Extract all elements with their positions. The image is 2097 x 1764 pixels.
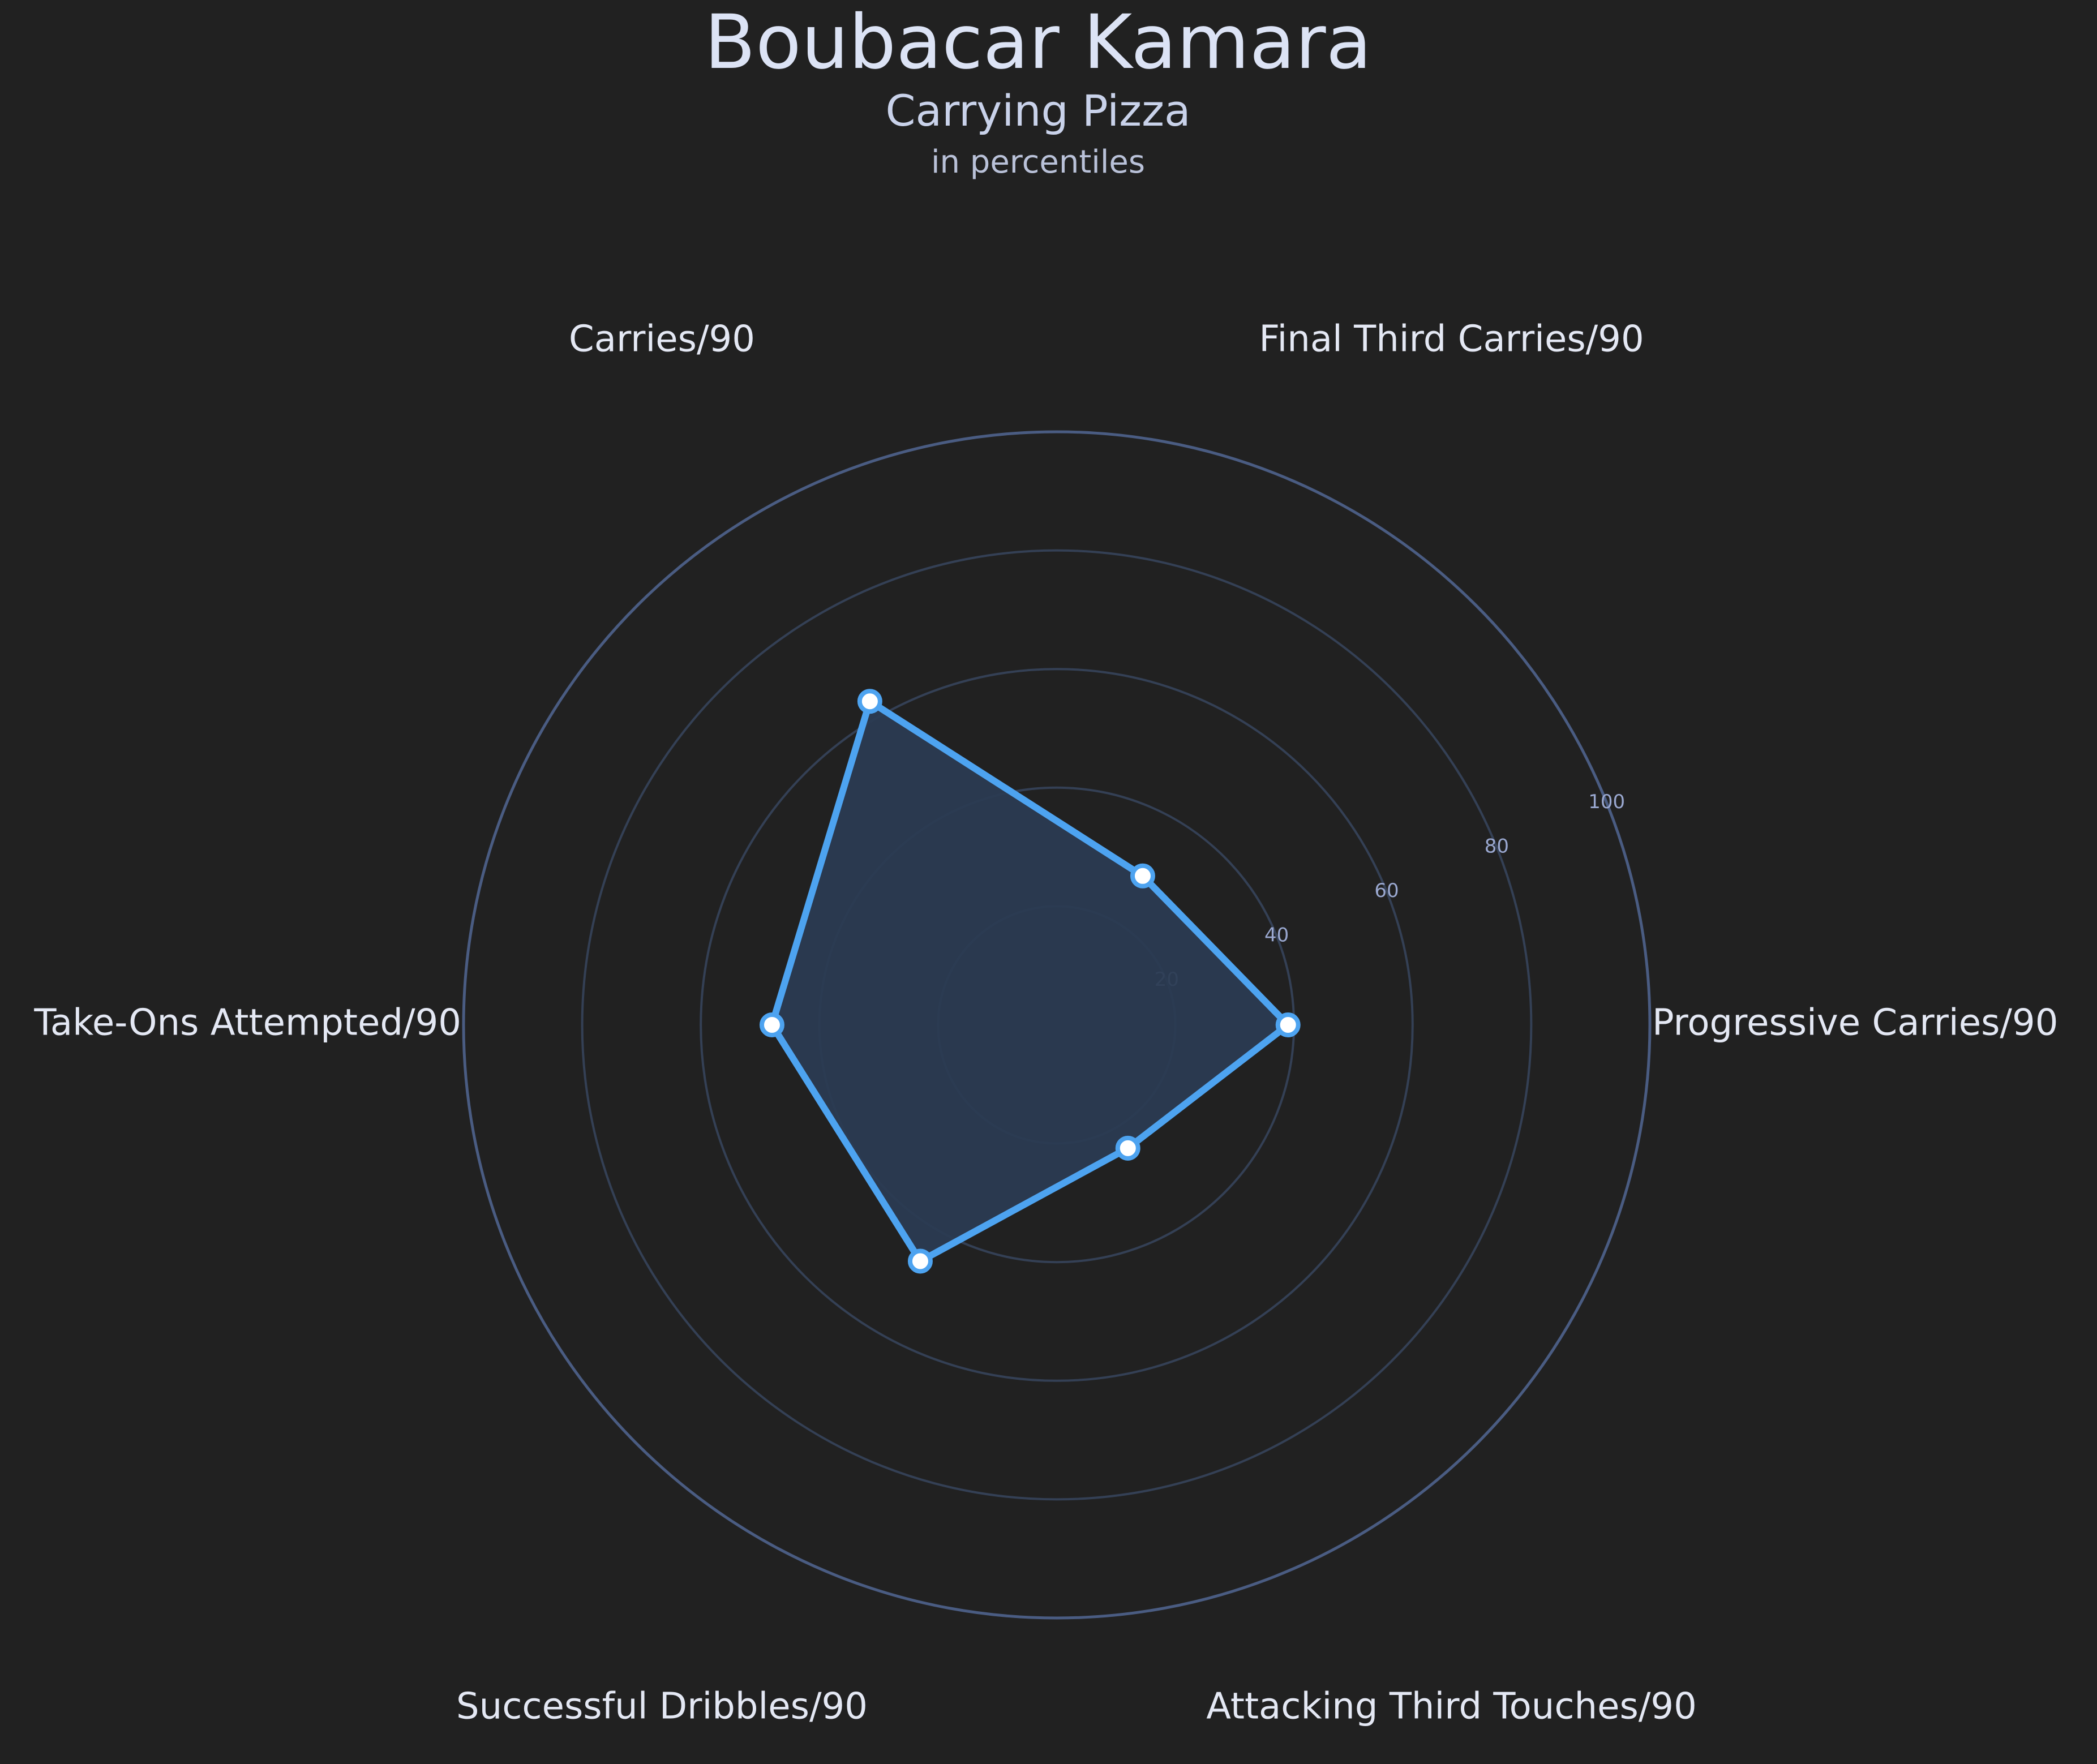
radial-tick-label: 40 [1264,924,1289,946]
category-label: Attacking Third Touches/90 [1206,1686,1697,1728]
chart-subsubtitle: in percentiles [931,144,1145,181]
data-point [1130,863,1155,889]
category-label: Carries/90 [569,318,755,360]
category-label: Successful Dribbles/90 [456,1686,868,1728]
radial-tick-label: 60 [1374,879,1399,902]
grid-rings [462,430,1652,1620]
data-point [907,1248,933,1274]
series-area [768,696,1293,1266]
data-points [759,689,1301,1274]
radial-tick-label: 100 [1588,791,1625,813]
outer-ring [462,430,1652,1620]
category-label: Take-Ons Attempted/90 [33,1002,461,1044]
data-point [857,689,882,714]
radial-tick-labels: 20406080100 [1155,791,1625,991]
data-point [1115,1135,1140,1161]
data-area [768,696,1293,1266]
chart-title: Boubacar Kamara [704,0,1371,86]
data-point [1275,1012,1301,1037]
grid-ring [581,549,1533,1501]
category-labels: Progressive Carries/90 Final Third Carrie… [33,318,2058,1727]
chart-subtitle: Carrying Pizza [885,85,1190,136]
category-label: Progressive Carries/90 [1652,1002,2058,1044]
category-label: Final Third Carries/90 [1259,318,1644,360]
data-point [759,1012,784,1037]
grid-ring [700,668,1414,1382]
radial-tick-label: 80 [1485,835,1509,857]
